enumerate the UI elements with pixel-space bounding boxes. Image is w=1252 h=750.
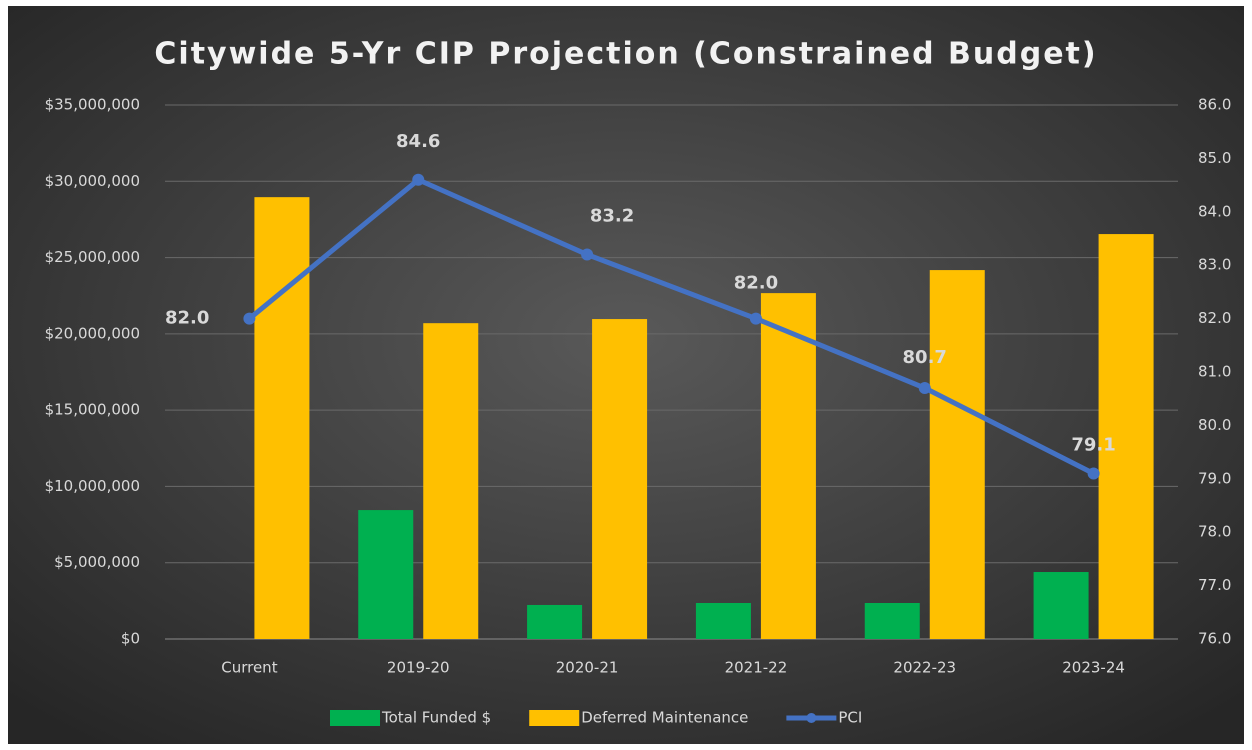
x-tick-label: Current — [221, 659, 277, 677]
y2-tick-label: 81.0 — [1198, 363, 1231, 381]
data-label: 83.2 — [590, 206, 634, 227]
chart-title: Citywide 5-Yr CIP Projection (Constraine… — [154, 37, 1097, 72]
x-tick-label: 2019-20 — [387, 659, 450, 677]
y2-tick-label: 84.0 — [1198, 202, 1231, 220]
y2-tick-label: 77.0 — [1198, 576, 1231, 594]
y2-tick-label: 78.0 — [1198, 523, 1231, 541]
legend-label: PCI — [838, 709, 862, 727]
bar — [423, 323, 479, 639]
line-marker — [243, 312, 256, 325]
y2-tick-label: 76.0 — [1198, 630, 1231, 648]
bar — [254, 197, 310, 639]
bar — [527, 604, 583, 639]
bar — [760, 293, 816, 639]
line-marker — [412, 173, 425, 186]
bar — [358, 510, 414, 639]
x-tick-label: 2021-22 — [725, 659, 788, 677]
y-tick-label: $20,000,000 — [45, 324, 140, 342]
data-label: 84.6 — [396, 131, 440, 152]
line-marker — [581, 248, 594, 261]
y-tick-label: $5,000,000 — [54, 553, 140, 571]
x-tick-label: 2023-24 — [1062, 659, 1125, 677]
y-tick-label: $35,000,000 — [45, 96, 140, 114]
data-label: 80.7 — [903, 347, 947, 368]
y-tick-label: $25,000,000 — [45, 248, 140, 266]
bar — [1098, 234, 1154, 639]
y-tick-label: $15,000,000 — [45, 401, 140, 419]
bar — [864, 602, 920, 639]
bar — [592, 319, 648, 639]
data-label: 82.0 — [165, 308, 209, 329]
y2-tick-label: 82.0 — [1198, 309, 1231, 327]
x-tick-label: 2020-21 — [556, 659, 619, 677]
y2-tick-label: 83.0 — [1198, 256, 1231, 274]
line — [247, 177, 1095, 476]
legend-label: Total Funded $ — [381, 709, 491, 727]
legend-swatch — [529, 710, 580, 726]
x-tick-label: 2022-23 — [893, 659, 956, 677]
y-tick-label: $30,000,000 — [45, 172, 140, 190]
line-marker — [918, 382, 931, 395]
data-label: 79.1 — [1071, 434, 1115, 455]
bar — [695, 602, 751, 639]
line-marker — [749, 312, 762, 325]
y-tick-label: $10,000,000 — [45, 477, 140, 495]
y-tick-label: $0 — [121, 630, 140, 648]
legend-swatch — [330, 710, 380, 726]
y2-tick-label: 80.0 — [1198, 416, 1231, 434]
y2-tick-label: 85.0 — [1198, 149, 1231, 167]
data-label: 82.0 — [734, 273, 778, 294]
bar — [929, 270, 985, 639]
y2-tick-label: 86.0 — [1198, 96, 1231, 114]
legend-label: Deferred Maintenance — [581, 709, 748, 727]
legend-swatch — [806, 713, 817, 723]
y2-tick-label: 79.0 — [1198, 469, 1231, 487]
line-marker — [1087, 467, 1100, 480]
bar — [1033, 572, 1089, 639]
